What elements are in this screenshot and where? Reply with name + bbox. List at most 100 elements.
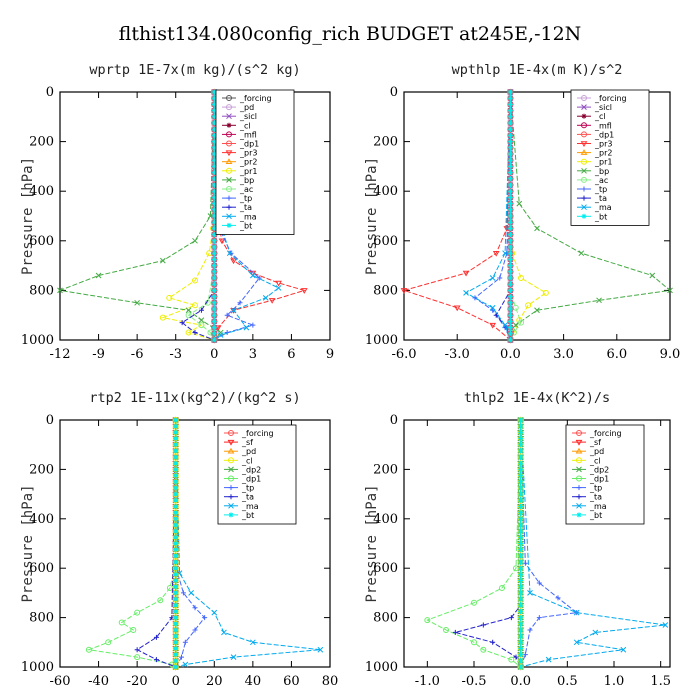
series-ma [463, 89, 514, 343]
data-point [211, 294, 217, 300]
x-tick-label: -1.0 [415, 674, 440, 689]
data-point [230, 654, 237, 660]
legend-marker [226, 140, 232, 147]
panel-title: thlp2 1E-4x(K^2)/s [464, 390, 610, 406]
data-point [507, 238, 513, 244]
legend-marker [576, 466, 582, 473]
y-axis-label: Pressure [hPa] [364, 484, 380, 602]
data-point [518, 658, 524, 664]
data-point [507, 201, 513, 207]
y-tick-label: 1000 [21, 333, 54, 348]
data-point [211, 182, 217, 188]
data-point [507, 318, 513, 324]
legend-entry: _cl [594, 112, 606, 121]
legend-entry: _ma [241, 502, 259, 511]
legend-entry: _ma [239, 212, 257, 221]
x-tick-label: 0 [172, 674, 180, 689]
legend-marker [575, 447, 583, 454]
data-point [173, 541, 179, 546]
legend-marker [226, 213, 232, 220]
data-point [211, 300, 217, 306]
data-point [507, 287, 513, 293]
y-tick-label: 600 [373, 234, 398, 249]
data-point [502, 250, 508, 257]
legend-entry: _ta [589, 493, 602, 502]
data-point [518, 627, 524, 633]
legend: _forcing_sicl_cl_mfl_dp1_pr3_pr2_pr1_bp_… [570, 89, 650, 226]
data-point [173, 633, 179, 639]
legend-entry: _tp [589, 484, 602, 493]
series-ta [452, 417, 524, 670]
data-point [518, 608, 524, 614]
data-point [185, 307, 192, 314]
data-point [667, 287, 673, 294]
legend-box [217, 424, 297, 525]
data-point [507, 176, 513, 182]
data-point [192, 277, 198, 284]
legend-marker [576, 475, 582, 482]
series-bp [57, 89, 224, 343]
legend-marker [580, 149, 588, 155]
legend-entry: _dp1 [594, 130, 614, 139]
data-point [243, 324, 250, 331]
x-tick-label: -6.0 [391, 347, 416, 362]
data-point [518, 497, 524, 503]
data-point [211, 213, 217, 219]
y-tick-label: 200 [373, 135, 398, 150]
data-point [518, 645, 524, 651]
data-point [518, 448, 524, 454]
x-tick-label: -3 [169, 347, 182, 362]
x-tick-label: 6 [287, 347, 295, 362]
data-point [192, 330, 198, 336]
data-point [85, 646, 92, 653]
data-point [400, 288, 408, 294]
data-point [492, 250, 500, 257]
data-point [649, 272, 656, 279]
data-point [518, 621, 524, 627]
panel-1: wprtp 1E-7x(m kg)/(s^2 kg) Pressure [hPa]… [20, 62, 334, 362]
data-point [499, 584, 505, 591]
data-point [536, 580, 542, 586]
data-point [173, 528, 179, 534]
data-point [507, 337, 513, 343]
legend-marker [228, 475, 234, 482]
legend-box [565, 424, 645, 525]
data-point [512, 304, 519, 311]
data-point [192, 627, 198, 633]
legend-marker [576, 494, 582, 500]
y-tick-label: 400 [29, 184, 54, 199]
legend-entry: _ma [594, 203, 612, 212]
data-point [211, 95, 217, 101]
data-point [507, 145, 513, 151]
y-tick-label: 800 [373, 283, 398, 298]
legend-entry: _ta [239, 203, 252, 212]
data-point [507, 101, 513, 107]
data-point [173, 491, 179, 497]
data-point [275, 280, 282, 287]
data-point [507, 263, 513, 269]
data-point [250, 639, 256, 646]
data-point [536, 615, 542, 621]
data-point [134, 299, 140, 306]
data-point [202, 615, 208, 621]
data-point [217, 332, 224, 338]
legend-marker [575, 439, 583, 446]
data-point [507, 182, 513, 188]
data-point [507, 151, 513, 157]
legend-entry: _pd [241, 447, 256, 456]
data-point [462, 270, 470, 277]
data-point [518, 454, 524, 460]
data-point [180, 590, 186, 596]
legend-marker [227, 447, 235, 454]
data-point [211, 201, 217, 207]
y-tick-label: 600 [29, 561, 54, 576]
legend-marker [581, 104, 587, 110]
data-point [211, 269, 217, 275]
data-point [198, 317, 205, 324]
series-line [187, 92, 215, 341]
data-point [518, 516, 524, 522]
legend-entry: _pr2 [239, 158, 257, 167]
legend-entry: _forcing [589, 429, 622, 438]
y-tick-label: 400 [29, 512, 54, 527]
data-point [317, 646, 324, 653]
